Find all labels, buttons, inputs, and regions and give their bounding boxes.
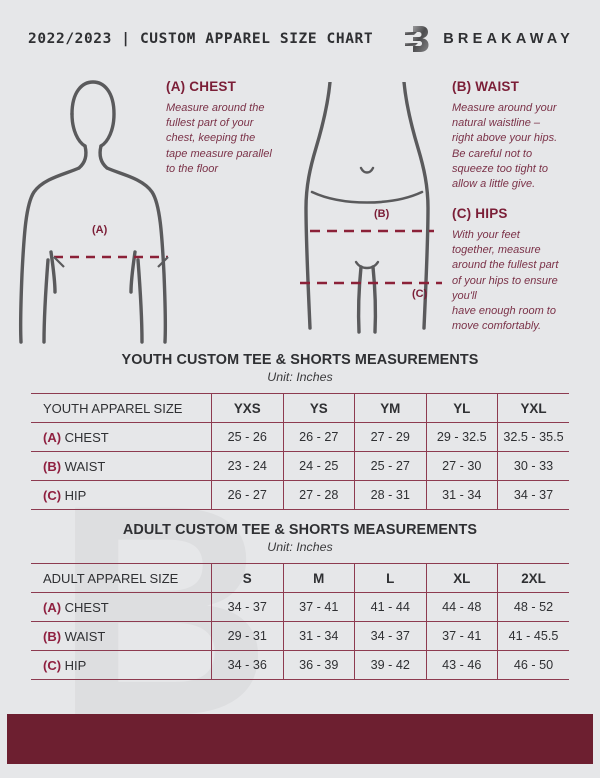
table-row-label: (B) WAIST (31, 621, 212, 651)
table-row-label: (A) CHEST (31, 592, 212, 622)
callout-hips-title: (C) HIPS (452, 206, 508, 221)
table-row: (A) CHEST 34 - 37 37 - 41 41 - 44 44 - 48 48 … (31, 592, 569, 622)
table-cell: 34 - 36 (211, 650, 284, 680)
row-marker: (C) (43, 487, 62, 503)
callout-hips-body: With your feet together, measure around … (452, 229, 559, 333)
table-column-header: 2XL (497, 563, 569, 593)
table-header-row: YOUTH APPAREL SIZE YXS YS YM YL YXL (31, 393, 569, 423)
table-cell: 43 - 46 (426, 650, 498, 680)
brand-block: BREAKAWAY (404, 24, 574, 54)
chest-marker-label: (A) (92, 224, 108, 236)
footer-bar (7, 714, 593, 764)
table-cell: 25 - 26 (211, 422, 284, 452)
waist-marker-label: (B) (374, 208, 390, 220)
page-title: 2022/2023 | CUSTOM APPAREL SIZE CHART (28, 31, 374, 47)
table-row: (B) WAIST 29 - 31 31 - 34 34 - 37 37 - 41 41 … (31, 621, 569, 651)
table-column-header: S (211, 563, 284, 593)
table-cell: 25 - 27 (354, 451, 427, 481)
table-column-header: YXS (211, 393, 284, 423)
row-marker: (B) (43, 628, 62, 644)
table-row: (C) HIP 26 - 27 27 - 28 28 - 31 31 - 34 34 - … (31, 480, 569, 510)
table-cell: 37 - 41 (283, 592, 355, 622)
chest-measure-line (53, 255, 169, 268)
table-column-header: YS (283, 393, 355, 423)
table-cell: 41 - 44 (354, 592, 427, 622)
callout-chest: (A) CHEST Measure around the fullest par… (166, 79, 291, 177)
adult-table-unit: Unit: Inches (267, 540, 333, 554)
table-header-label: YOUTH APPAREL SIZE (31, 393, 212, 423)
table-cell: 29 - 31 (211, 621, 284, 651)
table-cell: 44 - 48 (426, 592, 498, 622)
table-cell: 34 - 37 (497, 480, 569, 510)
table-row: (B) WAIST 23 - 24 24 - 25 25 - 27 27 - 30 30 … (31, 451, 569, 481)
table-header-row: ADULT APPAREL SIZE S M L XL 2XL (31, 563, 569, 593)
table-column-header: L (354, 563, 427, 593)
table-row-label: (C) HIP (31, 650, 212, 680)
table-cell: 32.5 - 35.5 (497, 422, 569, 452)
table-cell: 27 - 28 (283, 480, 355, 510)
table-cell: 48 - 52 (497, 592, 569, 622)
table-cell: 31 - 34 (426, 480, 498, 510)
table-cell: 27 - 30 (426, 451, 498, 481)
table-row-label: (B) WAIST (31, 451, 212, 481)
table-row: (A) CHEST 25 - 26 26 - 27 27 - 29 29 - 32.5 3… (31, 422, 569, 452)
row-marker: (A) (43, 599, 62, 615)
adult-table-head: ADULT APPAREL SIZE S M L XL 2XL (31, 563, 569, 593)
row-marker: (C) (43, 657, 62, 673)
youth-table-head: YOUTH APPAREL SIZE YXS YS YM YL YXL (31, 393, 569, 423)
table-cell: 27 - 29 (354, 422, 427, 452)
table-cell: 46 - 50 (497, 650, 569, 680)
table-cell: 34 - 37 (211, 592, 284, 622)
table-cell: 26 - 27 (211, 480, 284, 510)
row-marker: (A) (43, 429, 62, 445)
table-cell: 30 - 33 (497, 451, 569, 481)
adult-size-table-block: ADULT CUSTOM TEE & SHORTS MEASUREMENTS U… (0, 522, 600, 680)
table-column-header: YXL (497, 393, 569, 423)
table-row-label: (C) HIP (31, 480, 212, 510)
table-row-label: (A) CHEST (31, 422, 212, 452)
measurement-diagrams: (A) (B) (C) (A) CHEST Measure around the… (0, 72, 600, 350)
youth-size-table-block: YOUTH CUSTOM TEE & SHORTS MEASUREMENTS U… (0, 352, 600, 510)
youth-table-unit: Unit: Inches (267, 370, 333, 384)
youth-table-title: YOUTH CUSTOM TEE & SHORTS MEASUREMENTS (121, 352, 479, 368)
brand-name: BREAKAWAY (443, 31, 574, 47)
table-cell: 26 - 27 (283, 422, 355, 452)
callout-waist: (B) WAIST Measure around your natural wa… (452, 79, 587, 192)
table-cell: 36 - 39 (283, 650, 355, 680)
callout-chest-body: Measure around the fullest part of your … (166, 102, 272, 175)
waist-measure-line (310, 229, 434, 233)
breakaway-b-logo-icon (405, 26, 429, 52)
row-marker: (B) (43, 458, 62, 474)
adult-table-title: ADULT CUSTOM TEE & SHORTS MEASUREMENTS (122, 522, 478, 538)
youth-table-body: (A) CHEST 25 - 26 26 - 27 27 - 29 29 - 32.5 3… (31, 422, 569, 510)
upper-body-silhouette-icon (18, 80, 168, 344)
table-cell: 41 - 45.5 (497, 621, 569, 651)
table-cell: 37 - 41 (426, 621, 498, 651)
hips-marker-label: (C) (412, 288, 428, 300)
table-header-label: ADULT APPAREL SIZE (31, 563, 212, 593)
adult-size-table: ADULT APPAREL SIZE S M L XL 2XL (A) CHEST 34 -… (31, 563, 569, 680)
table-cell: 29 - 32.5 (426, 422, 498, 452)
table-cell: 24 - 25 (283, 451, 355, 481)
lower-body-silhouette-icon (304, 82, 430, 334)
table-cell: 31 - 34 (283, 621, 355, 651)
table-column-header: M (283, 563, 355, 593)
callout-waist-body: Measure around your natural waistline – … (452, 102, 558, 191)
adult-table-body: (A) CHEST 34 - 37 37 - 41 41 - 44 44 - 48 48 … (31, 592, 569, 680)
table-row: (C) HIP 34 - 36 36 - 39 39 - 42 43 - 46 46 - … (31, 650, 569, 680)
hips-measure-line (300, 281, 442, 285)
table-cell: 28 - 31 (354, 480, 427, 510)
table-cell: 23 - 24 (211, 451, 284, 481)
table-cell: 34 - 37 (354, 621, 427, 651)
callout-chest-title: (A) CHEST (166, 79, 237, 94)
page-header: 2022/2023 | CUSTOM APPAREL SIZE CHART BR… (0, 0, 600, 72)
table-column-header: YL (426, 393, 498, 423)
callout-hips: (C) HIPS With your feet together, measur… (452, 206, 592, 334)
youth-size-table: YOUTH APPAREL SIZE YXS YS YM YL YXL (A) CHEST… (31, 393, 569, 510)
table-cell: 39 - 42 (354, 650, 427, 680)
table-column-header: XL (426, 563, 498, 593)
callout-waist-title: (B) WAIST (452, 79, 520, 94)
table-column-header: YM (354, 393, 427, 423)
